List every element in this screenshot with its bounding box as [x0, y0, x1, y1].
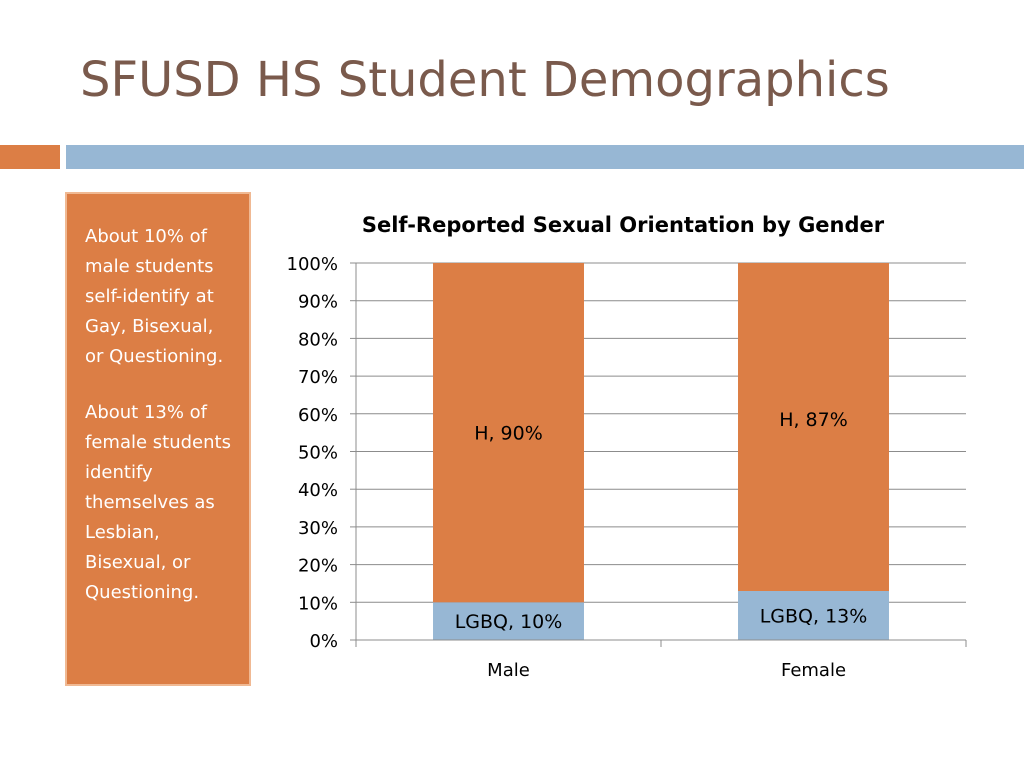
title-rule-bar [66, 145, 1024, 169]
bar-segment-h-female [738, 263, 889, 591]
x-category-label: Male [487, 660, 530, 681]
bar-segment-lgbq-male [433, 602, 584, 640]
data-label: H, 90% [474, 422, 543, 444]
data-label: LGBQ, 13% [760, 605, 868, 627]
bars [433, 263, 889, 640]
data-label: H, 87% [779, 409, 848, 431]
slide-title: SFUSD HS Student Demographics [80, 52, 890, 108]
y-tick-label: 60% [298, 405, 338, 426]
bar-segment-lgbq-female [738, 590, 889, 640]
labels: 0% 10% 20% 30% 40% 50% 60% 70% 80% 90% 100% LGBQ, 1… [287, 254, 868, 681]
y-tick-label: 100% [287, 254, 338, 275]
title-rule-accent [0, 145, 60, 169]
y-tick-label: 80% [298, 329, 338, 350]
callout-female-text: About 13% of female students identify th… [85, 402, 231, 603]
y-tick-label: 50% [298, 443, 338, 464]
y-tick-label: 90% [298, 292, 338, 313]
data-label: LGBQ, 10% [455, 611, 563, 633]
y-tick-label: 10% [298, 593, 338, 614]
y-tick-label: 20% [298, 556, 338, 577]
callout-box: About 10% of male students self-identify… [65, 192, 251, 686]
axes [350, 262, 967, 647]
chart-title: Self-Reported Sexual Orientation by Gend… [362, 213, 885, 237]
y-tick-label: 0% [309, 631, 338, 652]
y-tick-label: 70% [298, 367, 338, 388]
y-tick-label: 30% [298, 518, 338, 539]
y-tick-label: 40% [298, 480, 338, 501]
bar-segment-h-male [433, 263, 584, 603]
callout-male-text: About 10% of male students self-identify… [85, 226, 224, 367]
stacked-bar-chart: Self-Reported Sexual Orientation by Gend… [287, 213, 967, 681]
x-category-label: Female [781, 660, 846, 681]
